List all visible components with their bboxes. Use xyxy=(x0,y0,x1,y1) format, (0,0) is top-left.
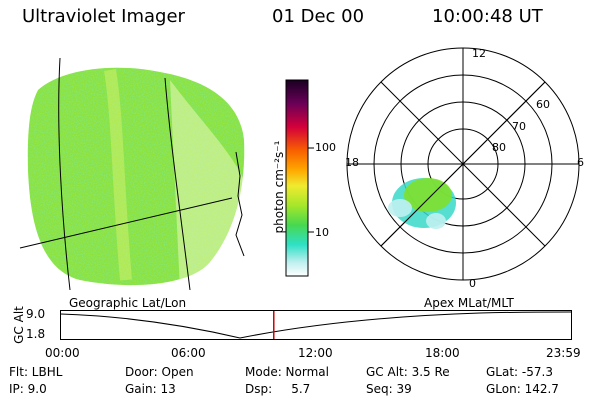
time-tick-1200: 12:00 xyxy=(298,346,333,360)
mlat-label-60: 60 xyxy=(536,98,550,111)
auroral-oval xyxy=(380,81,546,247)
status-flt: Flt: LBHL xyxy=(9,365,63,379)
instrument-title: Ultraviolet Imager xyxy=(22,6,185,27)
status-gain: Gain: 13 xyxy=(125,382,176,396)
gc-alt-axis-label: GC Alt xyxy=(12,306,26,344)
mlat-label-80: 80 xyxy=(492,141,506,154)
polar-plot xyxy=(346,47,580,281)
date-label: 01 Dec 00 xyxy=(272,6,365,27)
mlt-label-18: 18 xyxy=(345,156,359,169)
status-glat: GLat: -57.3 xyxy=(486,365,553,379)
status-mode: Mode: Normal xyxy=(245,365,329,379)
time-label: 10:00:48 UT xyxy=(432,6,543,27)
colorbar-tick-10: 10 xyxy=(315,226,329,239)
status-glon: GLon: 142.7 xyxy=(486,382,559,396)
status-door: Door: Open xyxy=(125,365,194,379)
alt-tick-1.8: 1.8 xyxy=(26,327,46,341)
status-ip: IP: 9.0 xyxy=(9,382,47,396)
time-tick-0600: 06:00 xyxy=(171,346,206,360)
mlat-label-70: 70 xyxy=(512,120,526,133)
altitude-strip xyxy=(60,310,572,340)
time-tick-1800: 18:00 xyxy=(425,346,460,360)
mlt-label-6: 6 xyxy=(577,156,584,169)
time-tick-2359: 23:59 xyxy=(546,346,581,360)
colorbar-tick-100: 100 xyxy=(315,141,336,154)
colorbar-unit-label: photon cm⁻²s⁻¹ xyxy=(272,140,286,234)
status-seq: Seq: 39 xyxy=(366,382,412,396)
colorbar xyxy=(285,79,314,277)
polar-caption: Apex MLat/MLT xyxy=(424,296,514,310)
mlt-label-0: 0 xyxy=(469,277,476,290)
left-panel-caption: Geographic Lat/Lon xyxy=(69,296,187,310)
geographic-image xyxy=(19,57,245,291)
time-tick-0000: 00:00 xyxy=(45,346,80,360)
mlt-label-12: 12 xyxy=(472,47,486,60)
alt-tick-9: 9.0 xyxy=(26,307,46,321)
geo-grid xyxy=(19,57,245,291)
status-dsp: Dsp: 5.7 xyxy=(245,382,311,396)
status-gc-alt: GC Alt: 3.5 Re xyxy=(366,365,450,379)
